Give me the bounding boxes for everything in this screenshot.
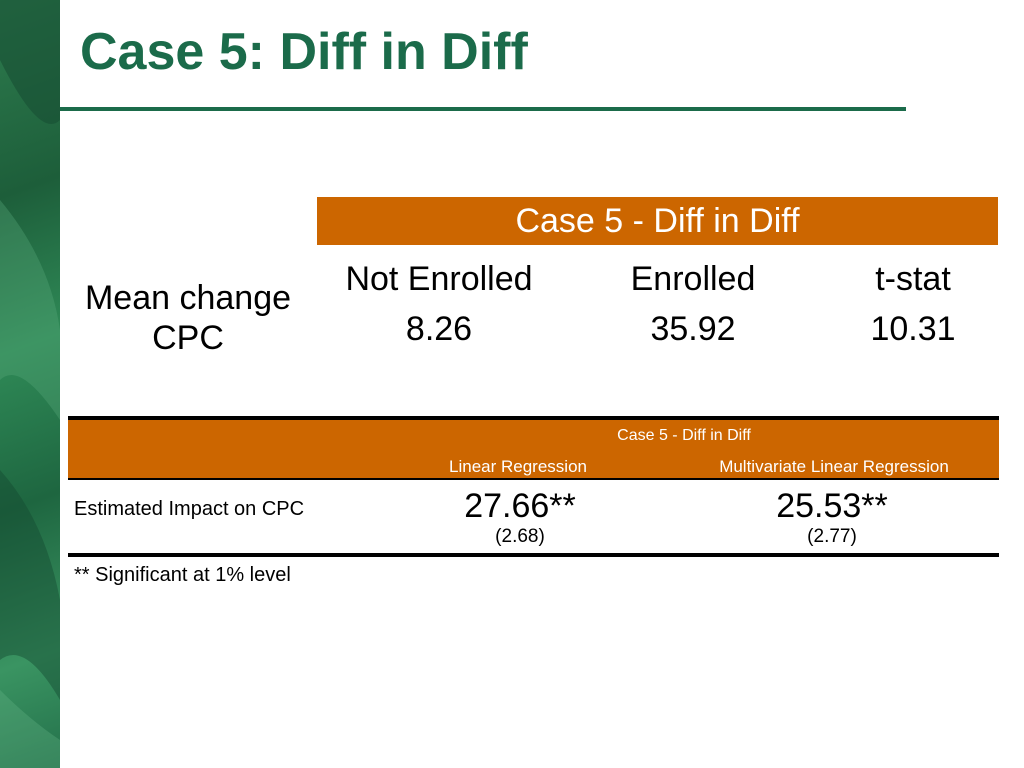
table2-header-rule — [68, 478, 999, 480]
table2-bottom-rule — [68, 553, 999, 557]
column-label: Enrolled — [630, 260, 756, 298]
table2-top-rule — [68, 416, 999, 420]
column-value: 35.92 — [650, 310, 736, 348]
table2-linear-result: 27.66** (2.68) — [390, 486, 650, 548]
table2-row-label: Estimated Impact on CPC — [74, 498, 305, 520]
table1-column-not-enrolled: Not Enrolled 8.26 — [324, 254, 554, 354]
table1-row-label-line2: CPC — [152, 319, 224, 357]
decorative-side-band — [0, 0, 60, 768]
table2-footnote: ** Significant at 1% level — [74, 564, 291, 586]
standard-error: (2.77) — [807, 526, 857, 547]
table2-header: Case 5 - Diff in Diff Linear Regression … — [68, 420, 999, 478]
table1-row-label-line1: Mean change — [84, 279, 292, 317]
estimate-value: 25.53** — [776, 487, 888, 525]
table2-multivariate-result: 25.53** (2.77) — [702, 486, 962, 548]
title-divider — [60, 107, 906, 111]
table1-header: Case 5 - Diff in Diff — [317, 197, 998, 245]
column-value: 10.31 — [870, 310, 956, 348]
column-label: Not Enrolled — [345, 260, 533, 298]
table2-col-label-multivariate: Multivariate Linear Regression — [719, 457, 949, 476]
slide-title: Case 5: Diff in Diff — [80, 23, 528, 81]
column-value: 8.26 — [405, 310, 473, 348]
side-band-pattern — [0, 0, 60, 768]
estimate-value: 27.66** — [464, 487, 576, 525]
column-label: t-stat — [875, 260, 951, 298]
standard-error: (2.68) — [495, 526, 545, 547]
table1-row-label: Mean change CPC — [62, 278, 314, 358]
table1-column-enrolled: Enrolled 35.92 — [578, 254, 808, 354]
table1-column-t-stat: t-stat 10.31 — [798, 254, 1024, 354]
table2-col-label-linear: Linear Regression — [449, 457, 587, 476]
table2-header-title: Case 5 - Diff in Diff — [617, 427, 751, 444]
